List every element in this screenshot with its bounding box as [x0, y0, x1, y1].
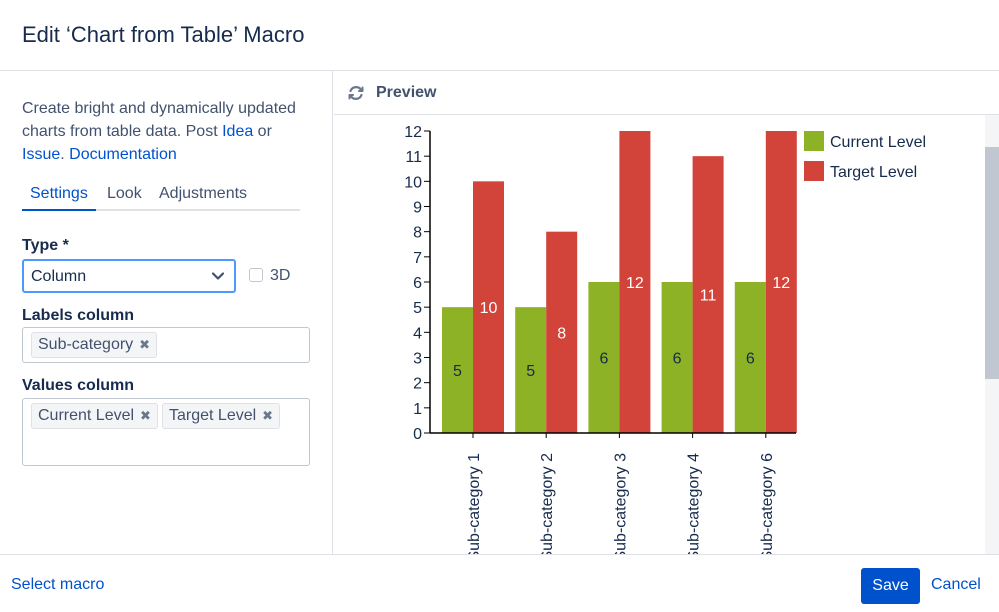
- chevron-down-icon: [211, 272, 225, 280]
- y-tick-label: 6: [413, 275, 422, 292]
- chart-bar: [442, 307, 473, 433]
- y-tick-label: 9: [413, 200, 422, 217]
- settings-tabs: Settings Look Adjustments: [22, 181, 300, 211]
- dialog-title: Edit ‘Chart from Table’ Macro: [22, 22, 305, 47]
- legend-swatch: [804, 161, 824, 181]
- x-tick-label: Sub-category 4: [686, 453, 703, 554]
- bar-data-label: 5: [526, 363, 535, 380]
- chart-bar: [765, 131, 797, 433]
- tag-label: Current Level: [38, 407, 135, 424]
- close-icon[interactable]: ✖: [139, 337, 151, 352]
- y-tick-label: 5: [413, 300, 422, 317]
- y-tick-label: 12: [404, 124, 422, 141]
- close-icon[interactable]: ✖: [262, 408, 274, 423]
- chart-bar: [473, 181, 504, 433]
- x-tick-label: Sub-category 3: [612, 453, 629, 554]
- preview-scrollbar-thumb[interactable]: [985, 147, 999, 379]
- x-tick-label: Sub-category 1: [466, 453, 483, 554]
- x-tick-label: Sub-category 6: [759, 453, 776, 554]
- preview-label: Preview: [376, 84, 437, 101]
- bar-data-label: 11: [700, 288, 717, 305]
- bar-data-label: 12: [626, 275, 644, 292]
- bar-data-label: 10: [480, 300, 498, 317]
- chart-bar: [734, 282, 766, 433]
- value-tag: Target Level ✖: [162, 403, 281, 429]
- tag-label: Target Level: [169, 407, 257, 424]
- values-column-input[interactable]: Current Level ✖ Target Level ✖: [22, 398, 310, 466]
- y-tick-label: 2: [413, 376, 422, 393]
- tab-adjustments[interactable]: Adjustments: [159, 185, 248, 202]
- 3d-checkbox[interactable]: [249, 268, 263, 282]
- bar-data-label: 6: [599, 351, 608, 368]
- legend-swatch: [804, 131, 824, 151]
- y-tick-label: 10: [404, 174, 422, 191]
- tag-label: Sub-category: [38, 336, 134, 353]
- tab-settings[interactable]: Settings: [30, 185, 88, 202]
- values-column-label: Values column: [22, 377, 135, 394]
- y-tick-label: 7: [413, 250, 422, 267]
- bar-data-label: 6: [746, 351, 755, 368]
- bar-data-label: 5: [453, 363, 462, 380]
- bar-data-label: 12: [772, 275, 790, 292]
- issue-link[interactable]: Issue: [22, 146, 61, 163]
- save-button[interactable]: Save: [861, 568, 920, 604]
- documentation-link[interactable]: Documentation: [69, 146, 177, 163]
- settings-panel: Create bright and dynamically updated ch…: [0, 71, 333, 554]
- description-text: or: [253, 123, 272, 140]
- labels-column-label: Labels column: [22, 307, 135, 324]
- preview-header: Preview: [334, 71, 999, 115]
- y-tick-label: 4: [413, 325, 422, 342]
- bar-data-label: 6: [673, 351, 682, 368]
- macro-description: Create bright and dynamically updated ch…: [22, 97, 317, 166]
- close-icon[interactable]: ✖: [140, 408, 151, 423]
- y-tick-label: 11: [405, 149, 422, 166]
- y-tick-label: 8: [413, 225, 422, 242]
- tab-look[interactable]: Look: [107, 185, 142, 202]
- refresh-icon[interactable]: [346, 83, 366, 103]
- active-tab-indicator: [22, 209, 96, 211]
- cancel-button[interactable]: Cancel: [931, 576, 981, 593]
- type-select-value: Column: [31, 268, 87, 285]
- chart-bar: [692, 156, 724, 433]
- dialog-header: Edit ‘Chart from Table’ Macro: [0, 0, 999, 71]
- chart-bar: [546, 231, 578, 433]
- idea-link[interactable]: Idea: [222, 123, 254, 140]
- chart-bar: [661, 282, 693, 433]
- chart-bar: [619, 131, 651, 433]
- x-tick-label: Sub-category 2: [539, 453, 556, 554]
- labels-column-input[interactable]: Sub-category ✖: [22, 327, 310, 363]
- y-tick-label: 1: [413, 401, 422, 418]
- chart-bar: [588, 282, 620, 433]
- type-label: Type *: [22, 237, 69, 254]
- bar-data-label: 8: [557, 325, 566, 342]
- select-macro-link[interactable]: Select macro: [11, 576, 105, 593]
- type-select[interactable]: Column: [22, 259, 236, 293]
- description-text: .: [60, 146, 70, 163]
- label-tag: Sub-category ✖: [31, 332, 158, 358]
- chart-bar: [515, 307, 547, 433]
- y-tick-label: 0: [413, 426, 422, 443]
- y-tick-label: 3: [413, 351, 422, 368]
- legend-label: Current Level: [830, 134, 926, 151]
- dialog-footer: Select macro Save Cancel: [0, 554, 999, 612]
- value-tag: Current Level ✖: [31, 403, 158, 429]
- 3d-checkbox-label: 3D: [270, 267, 291, 284]
- description-text: Create bright and dynamically updated ch…: [22, 100, 296, 140]
- preview-panel: Preview: [334, 71, 999, 554]
- legend-label: Target Level: [830, 164, 917, 181]
